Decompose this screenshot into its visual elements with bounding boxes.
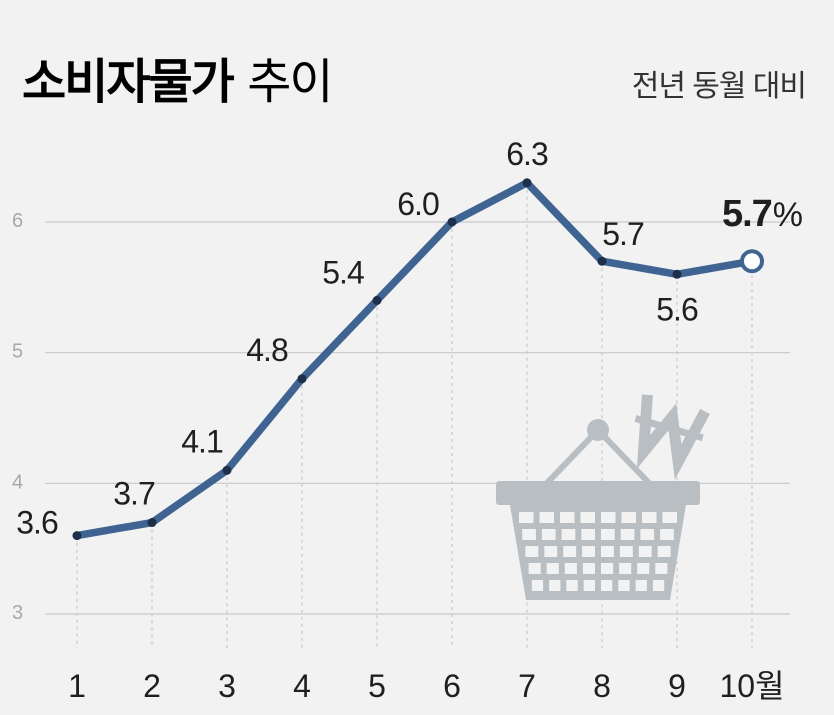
data-label: 5.4: [322, 254, 364, 290]
basket-hole: [525, 546, 539, 557]
x-tick-label: 2: [143, 668, 161, 704]
data-label: 4.8: [246, 332, 288, 368]
basket-hole: [601, 546, 614, 557]
basket-hole: [581, 529, 595, 540]
basket-hole: [601, 580, 613, 591]
basket-hole: [657, 546, 671, 557]
x-tick-label: 1: [68, 668, 86, 704]
basket-hole: [582, 563, 595, 574]
basket-hole: [642, 512, 657, 523]
data-point: [372, 295, 382, 305]
basket-hole: [519, 512, 534, 523]
basket-hole: [563, 546, 577, 557]
basket-hole: [522, 529, 536, 540]
basket-hole: [635, 580, 647, 591]
chart-title-bold: 소비자물가: [22, 56, 235, 109]
data-label: 6.0: [397, 186, 439, 222]
data-point: [522, 178, 532, 188]
data-label-last: 5.7%: [722, 193, 803, 235]
basket-hole: [601, 512, 616, 523]
x-tick-label: 9: [668, 668, 686, 704]
y-tick-label: 3: [12, 602, 23, 624]
won-sign-icon: [634, 394, 710, 480]
data-label-layer: 3.6 3.7 4.1 4.8 5.4 6.0 6.3 5.7 5.6 5.7%: [16, 136, 804, 541]
x-tick-label: 6: [443, 668, 461, 704]
data-label: 4.1: [181, 423, 223, 459]
data-point: [72, 531, 82, 541]
basket-handle-left: [545, 427, 601, 485]
basket-hole: [582, 546, 595, 557]
data-label: 6.3: [506, 136, 548, 172]
basket-hole: [655, 563, 668, 574]
chart-title: 소비자물가 추이: [22, 56, 332, 109]
basket-hole: [662, 512, 677, 523]
basket-hole: [566, 580, 578, 591]
basket-handle-right: [595, 427, 651, 485]
won-sign-strokes: [636, 394, 710, 480]
basket-hole: [640, 529, 655, 540]
basket-hole: [618, 580, 630, 591]
data-label: 3.6: [16, 505, 58, 541]
basket-hole: [560, 512, 575, 523]
basket-body: [510, 505, 686, 600]
shopping-basket-icon: [496, 394, 710, 600]
y-tick-label: 6: [12, 210, 23, 232]
data-label-last-value: 5.7: [722, 193, 772, 235]
data-label: 5.7: [602, 216, 644, 252]
data-label-last-unit: %: [773, 196, 803, 234]
basket-hole: [638, 546, 652, 557]
basket-hole: [546, 563, 559, 574]
basket-hole: [619, 546, 633, 557]
data-point: [597, 256, 607, 266]
data-point: [222, 465, 232, 475]
cpi-series-line: [73, 179, 756, 540]
x-tick-label: 7: [518, 668, 536, 704]
basket-hole: [601, 529, 615, 540]
chart-note: 전년 동월 대비: [632, 70, 806, 103]
basket-hole: [564, 563, 577, 574]
chart-title-regular: 추이: [247, 56, 331, 109]
basket-hole: [620, 529, 635, 540]
basket-hole: [660, 529, 674, 540]
basket-hole: [583, 580, 595, 591]
x-tick-label: 4: [293, 668, 311, 704]
data-point: [297, 374, 307, 384]
basket-hole: [531, 580, 544, 591]
data-label: 3.7: [113, 476, 155, 512]
data-label: 5.6: [656, 291, 698, 327]
basket-hole: [621, 512, 636, 523]
basket-hole: [539, 512, 554, 523]
x-tick-label: 3: [218, 668, 236, 704]
x-tick-label: 5: [368, 668, 386, 704]
basket-hole: [561, 529, 576, 540]
y-tick-label: 4: [12, 471, 23, 493]
y-tick-label: 5: [12, 341, 23, 363]
basket-hole: [637, 563, 650, 574]
basket-hole: [601, 563, 614, 574]
data-point: [447, 217, 457, 227]
basket-hole: [544, 546, 558, 557]
x-tick-layer: 1 2 3 4 5 6 7 8 9 10월: [68, 668, 784, 704]
basket-hole: [541, 529, 556, 540]
data-point-last: [740, 249, 764, 274]
basket-hole: [580, 512, 595, 523]
basket-hole: [619, 563, 632, 574]
basket-hole: [528, 563, 541, 574]
x-tick-label: 8: [593, 668, 611, 704]
basket-hole: [549, 580, 561, 591]
series-line-layer: [72, 178, 764, 541]
won-sign-bar: [634, 415, 704, 442]
basket-hole: [652, 580, 665, 591]
data-point: [147, 518, 157, 528]
data-point: [672, 269, 682, 279]
basket-rim: [496, 481, 700, 505]
x-tick-label: 10월: [719, 668, 784, 704]
basket-handle-knob: [587, 419, 609, 441]
